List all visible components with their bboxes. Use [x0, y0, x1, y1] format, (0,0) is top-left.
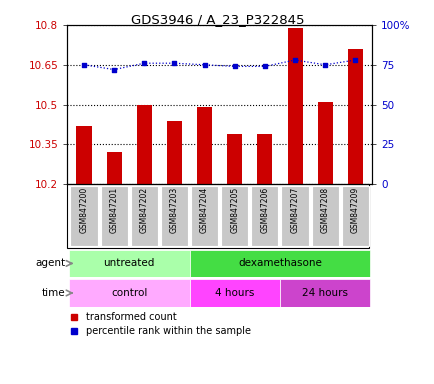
Bar — [287, 28, 302, 184]
FancyBboxPatch shape — [311, 185, 338, 247]
Text: control: control — [111, 288, 147, 298]
Text: GDS3946 / A_23_P322845: GDS3946 / A_23_P322845 — [131, 13, 303, 26]
FancyBboxPatch shape — [70, 185, 97, 247]
FancyBboxPatch shape — [220, 185, 248, 247]
Bar — [167, 121, 181, 184]
Point — [80, 62, 87, 68]
Text: transformed count: transformed count — [85, 312, 176, 322]
Bar — [317, 102, 332, 184]
Text: GSM847206: GSM847206 — [260, 187, 269, 233]
Text: percentile rank within the sample: percentile rank within the sample — [85, 326, 250, 336]
Text: 24 hours: 24 hours — [302, 288, 347, 298]
Text: GSM847202: GSM847202 — [139, 187, 148, 233]
Point — [261, 63, 268, 70]
Text: agent: agent — [35, 258, 65, 268]
Point — [110, 66, 117, 73]
Bar — [69, 250, 189, 277]
Point — [171, 60, 178, 66]
Bar — [189, 279, 279, 307]
Text: GSM847200: GSM847200 — [79, 187, 88, 233]
Text: dexamethasone: dexamethasone — [237, 258, 321, 268]
Text: untreated: untreated — [103, 258, 155, 268]
Text: GSM847203: GSM847203 — [170, 187, 178, 233]
Text: GSM847208: GSM847208 — [320, 187, 329, 233]
Text: time: time — [42, 288, 65, 298]
FancyBboxPatch shape — [131, 185, 158, 247]
Bar — [76, 126, 91, 184]
Bar — [189, 250, 370, 277]
Bar — [106, 152, 122, 184]
Bar — [197, 107, 212, 184]
Point — [351, 57, 358, 63]
FancyBboxPatch shape — [191, 185, 218, 247]
Bar — [347, 49, 362, 184]
Text: GSM847201: GSM847201 — [109, 187, 118, 233]
Point — [291, 57, 298, 63]
Point — [231, 63, 238, 70]
Bar — [69, 279, 189, 307]
Point — [201, 62, 207, 68]
Text: GSM847205: GSM847205 — [230, 187, 239, 233]
FancyBboxPatch shape — [281, 185, 308, 247]
FancyBboxPatch shape — [251, 185, 278, 247]
Bar — [279, 279, 370, 307]
FancyBboxPatch shape — [100, 185, 128, 247]
Bar — [257, 134, 272, 184]
Text: GSM847204: GSM847204 — [200, 187, 209, 233]
Text: GSM847207: GSM847207 — [290, 187, 299, 233]
Text: GSM847209: GSM847209 — [350, 187, 359, 233]
FancyBboxPatch shape — [161, 185, 187, 247]
Bar — [136, 105, 151, 184]
Point — [321, 62, 328, 68]
FancyBboxPatch shape — [341, 185, 368, 247]
Bar — [227, 134, 242, 184]
Point — [141, 60, 148, 66]
Text: 4 hours: 4 hours — [214, 288, 254, 298]
